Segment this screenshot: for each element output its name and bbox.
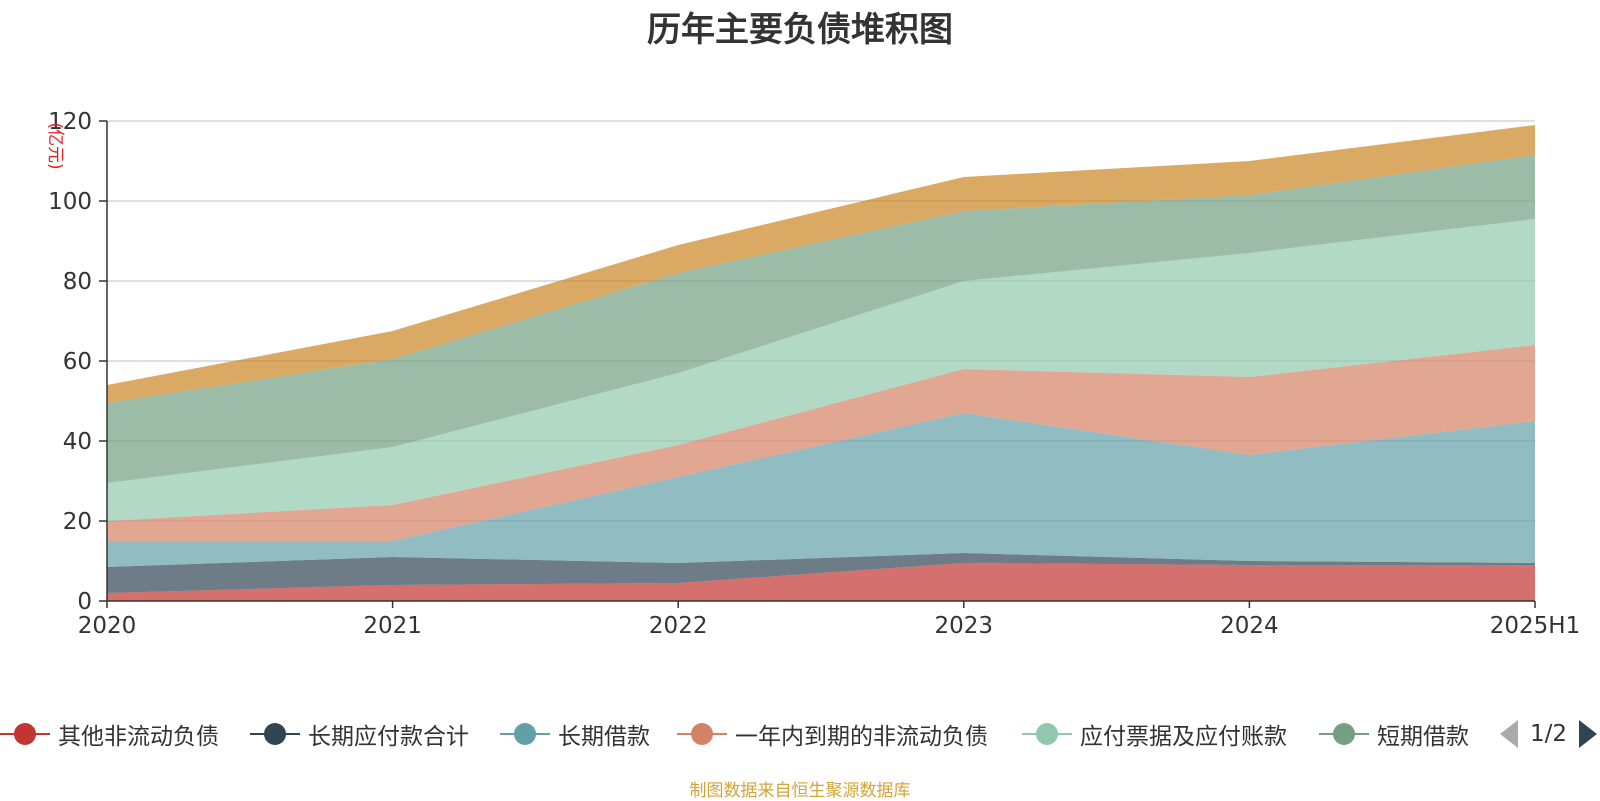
area-series-layer [107,125,1535,601]
area-series-3 [107,413,1535,567]
y-tick-label: 20 [63,509,92,535]
x-tick-labels: 2020 2021 2022 2023 2024 2025H1 [78,613,1581,639]
legend-item[interactable]: 长期应付款合计 [250,712,469,756]
area-series-1 [107,563,1535,601]
legend: 其他非流动负债 长期应付款合计 长期借款 一年内到期的非流动负债 应付票据及应付账款 短期… [0,712,1600,756]
legend-label: 其他非流动负债 [58,724,219,750]
legend-marker-icon [500,712,550,756]
y-tick-label: 40 [63,429,92,455]
x-tick-label: 2022 [649,613,708,639]
legend-marker-icon [250,712,300,756]
y-unit-label: (亿元) [45,122,65,169]
legend-item[interactable]: 一年内到期的非流动负债 [677,712,988,756]
legend-pager: 1/2 [1500,712,1598,756]
y-tick-label: 80 [63,269,92,295]
source-note: 制图数据来自恒生聚源数据库 [689,781,911,801]
legend-marker-icon [1022,712,1072,756]
y-tick-label: 60 [63,349,92,375]
x-tick-label: 2023 [935,613,994,639]
legend-marker-icon [0,712,50,756]
legend-label: 长期应付款合计 [308,724,469,750]
legend-label: 应付票据及应付账款 [1080,724,1287,750]
area-series-4 [107,345,1535,541]
legend-label: 一年内到期的非流动负债 [735,724,988,750]
legend-item[interactable]: 其他非流动负债 [0,712,219,756]
stacked-area-chart: 0 20 40 60 80 100 120 2020 2021 2022 2023 2024 2025… [45,109,1581,639]
y-tick-label: 100 [48,189,92,215]
chart-title: 历年主要负债堆积图 [647,10,953,50]
x-tick-label: 2024 [1220,613,1279,639]
legend-marker-icon [677,712,727,756]
area-series-6 [107,155,1535,483]
area-series-2 [107,553,1535,593]
legend-item[interactable]: 短期借款 [1319,712,1469,756]
legend-prev-page-icon[interactable] [1500,720,1518,748]
legend-next-page-icon[interactable] [1579,720,1598,748]
y-tick-label: 120 [48,109,92,135]
x-tick-label: 2020 [78,613,137,639]
legend-marker-icon [1319,712,1369,756]
area-series-5 [107,219,1535,521]
legend-item[interactable]: 长期借款 [500,712,650,756]
x-tick-label: 2021 [363,613,422,639]
y-tick-label: 0 [77,589,92,615]
legend-label: 长期借款 [558,724,650,750]
axes [99,120,1536,608]
area-series-7 [107,125,1535,403]
x-tick-label: 2025H1 [1490,613,1580,639]
y-tick-labels: 0 20 40 60 80 100 120 [48,109,92,615]
legend-item[interactable]: 应付票据及应付账款 [1022,712,1287,756]
legend-page-indicator: 1/2 [1530,721,1568,747]
legend-label: 短期借款 [1377,724,1469,750]
